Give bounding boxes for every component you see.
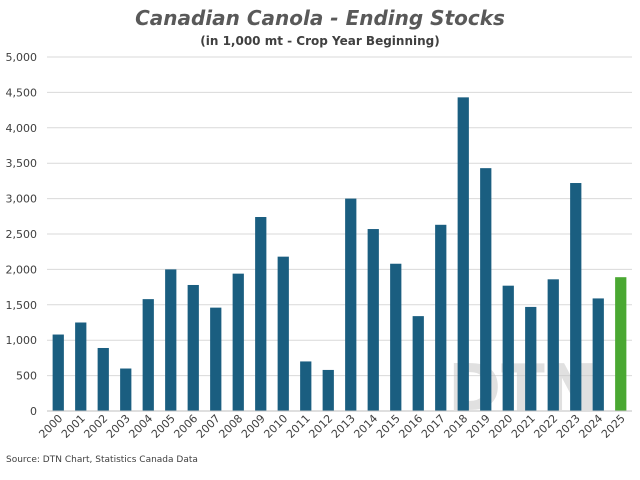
x-tick-label: 2002 (81, 412, 110, 441)
bars (52, 97, 627, 411)
bar-2006 (187, 284, 199, 411)
bar-2018 (457, 97, 469, 411)
bar-2022 (547, 279, 559, 411)
y-tick-label: 5,000 (6, 51, 38, 64)
chart-subtitle: (in 1,000 mt - Crop Year Beginning) (200, 34, 440, 48)
x-tick-label: 2003 (104, 412, 133, 441)
bar-2017 (435, 224, 447, 411)
y-tick-label: 3,500 (6, 157, 38, 170)
bar-2023 (570, 183, 582, 411)
bar-2009 (255, 217, 267, 411)
bar-2019 (480, 168, 492, 411)
bar-2015 (390, 263, 402, 411)
bar-2003 (120, 368, 132, 411)
x-tick-label: 2007 (194, 412, 223, 441)
x-tick-label: 2014 (351, 412, 380, 441)
y-tick-label: 2,000 (6, 263, 38, 276)
x-tick-label: 2013 (329, 412, 358, 441)
x-tick-label: 2010 (261, 412, 290, 441)
x-tick-label: 2008 (216, 412, 245, 441)
bar-2007 (210, 307, 222, 411)
bar-2021 (525, 306, 537, 411)
bar-2012 (322, 369, 334, 411)
bar-2000 (52, 334, 64, 411)
bar-2010 (277, 256, 289, 411)
gridlines (47, 56, 632, 377)
x-tick-label: 2016 (396, 412, 425, 441)
bar-2014 (367, 229, 379, 411)
bar-2011 (300, 361, 312, 411)
x-tick-label: 2009 (239, 412, 268, 441)
source-note: Source: DTN Chart, Statistics Canada Dat… (6, 455, 198, 465)
x-tick-label: 2001 (59, 412, 88, 441)
bar-2008 (232, 273, 244, 411)
y-tick-label: 1,000 (6, 334, 38, 347)
bar-2024 (592, 298, 604, 411)
bar-2004 (142, 299, 154, 411)
x-tick-label: 2015 (374, 412, 403, 441)
y-tick-label: 1,500 (6, 299, 38, 312)
bar-2025 (615, 277, 627, 411)
x-tick-label: 2004 (126, 412, 155, 441)
y-tick-label: 4,500 (6, 86, 38, 99)
y-tick-label: 4,000 (6, 122, 38, 135)
bar-2013 (345, 198, 357, 411)
x-tick-label: 2012 (306, 412, 335, 441)
y-tick-label: 500 (16, 370, 37, 383)
x-tick-label: 2005 (149, 412, 178, 441)
bar-2005 (165, 269, 177, 411)
y-tick-label: 3,000 (6, 193, 38, 206)
chart-title: Canadian Canola - Ending Stocks (135, 6, 505, 30)
x-tick-label: 2017 (419, 412, 448, 441)
bar-2001 (75, 322, 87, 411)
y-tick-label: 2,500 (6, 228, 38, 241)
bar-2016 (412, 316, 424, 411)
bar-2002 (97, 347, 109, 411)
x-tick-label: 2000 (36, 412, 65, 441)
bar-2020 (502, 285, 514, 411)
x-tick-label: 2025 (599, 412, 628, 441)
y-axis-ticks: 0 500 1,000 1,500 2,000 2,500 3,000 3,500 4,000 4… (6, 51, 38, 418)
x-tick-label: 2011 (284, 412, 313, 441)
x-tick-label: 2006 (171, 412, 200, 441)
y-tick-label: 0 (30, 405, 37, 418)
